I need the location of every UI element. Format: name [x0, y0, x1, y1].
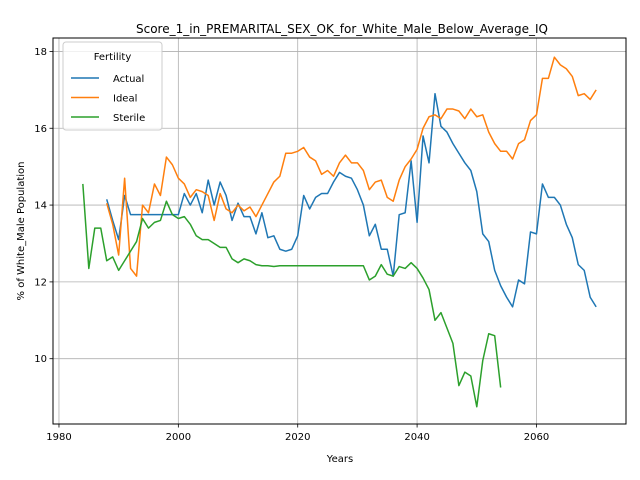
legend-title: Fertility — [94, 52, 132, 63]
legend-label-sterile: Sterile — [113, 113, 145, 124]
legend-box — [62, 41, 163, 131]
y-tick-label: 12 — [34, 277, 47, 288]
series-line-actual — [105, 92, 597, 308]
series-line-sterile — [82, 183, 502, 408]
series-line-ideal — [105, 56, 597, 277]
x-tick-label: 2060 — [524, 432, 549, 443]
y-axis-title: % of White_Male Population — [16, 162, 27, 301]
chart-title: Score_1_in_PREMARITAL_SEX_OK_for_White_M… — [136, 22, 548, 36]
plot-frame — [52, 37, 627, 425]
series-group — [82, 56, 597, 408]
x-tick-label: 2000 — [166, 432, 191, 443]
y-tick-label: 16 — [34, 124, 47, 135]
ticks: 1980 2000 2020 2040 2060 10 12 14 16 18 — [34, 47, 549, 443]
y-tick-label: 18 — [34, 47, 47, 58]
x-axis-title: Years — [326, 454, 353, 465]
y-tick-label: 10 — [34, 354, 47, 365]
legend: Fertility Actual Ideal Sterile — [62, 41, 163, 131]
legend-label-actual: Actual — [113, 74, 144, 85]
x-tick-label: 2020 — [285, 432, 310, 443]
x-tick-label: 1980 — [46, 432, 71, 443]
x-tick-label: 2040 — [404, 432, 429, 443]
y-tick-label: 14 — [34, 201, 47, 212]
legend-label-ideal: Ideal — [113, 94, 137, 105]
